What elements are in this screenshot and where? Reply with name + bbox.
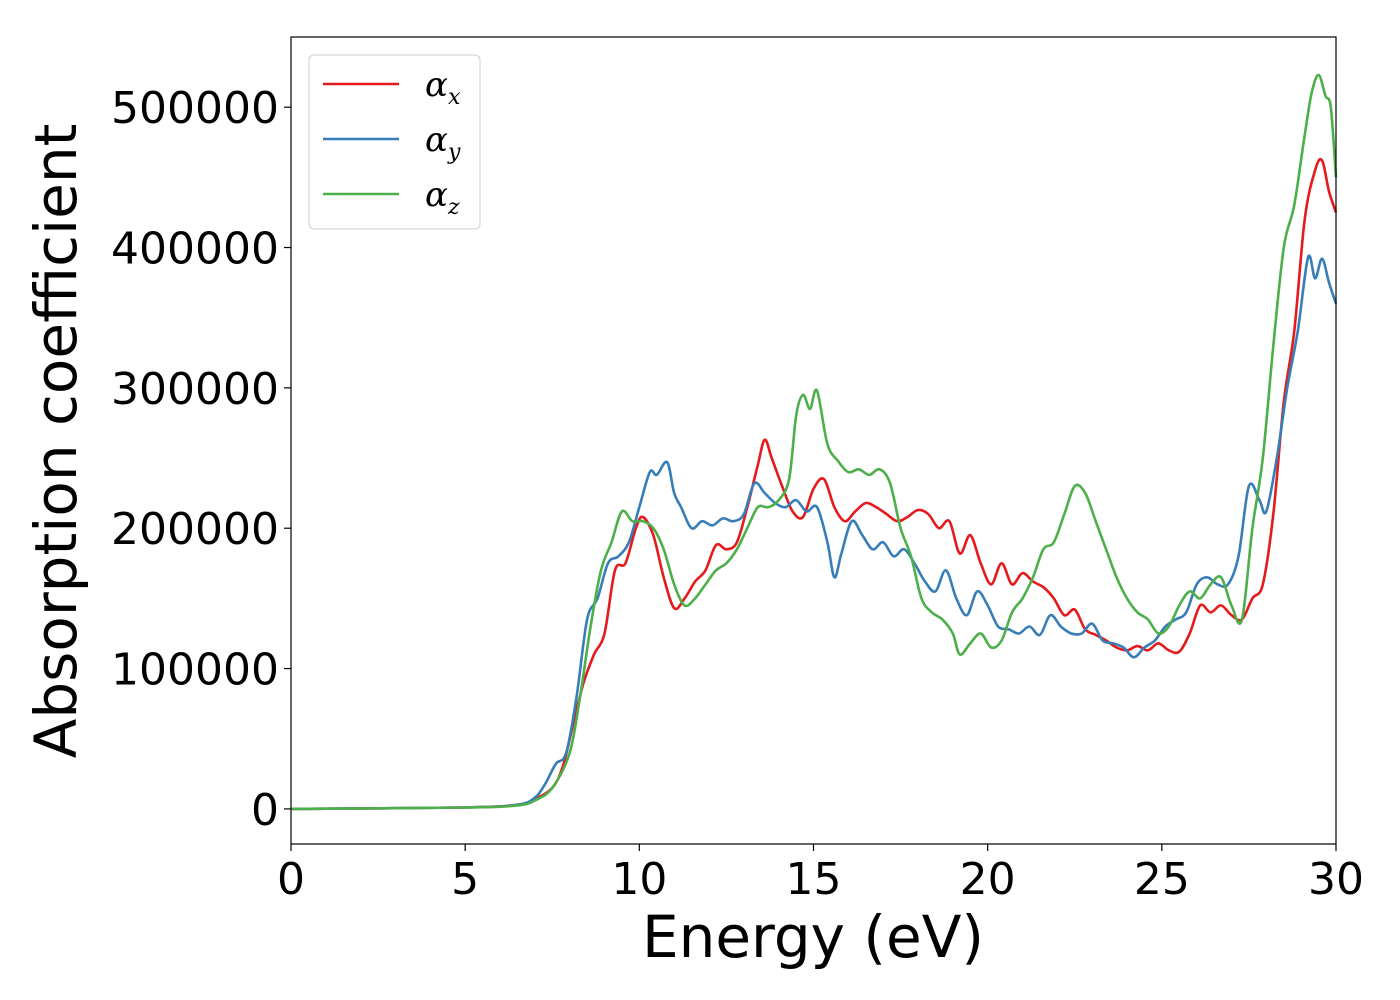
- x-axis: 0 5 10 15 20 25 30: [277, 844, 1364, 905]
- series-line-z: [290, 73, 1338, 811]
- x-tick-label: 25: [1134, 854, 1190, 905]
- legend-frame: [308, 54, 481, 230]
- x-tick-label: 30: [1308, 854, 1364, 905]
- y-tick-label: 100000: [111, 645, 279, 696]
- y-tick-label: 400000: [111, 224, 279, 275]
- x-tick-label: 20: [960, 854, 1016, 905]
- x-tick-label: 10: [611, 854, 667, 905]
- legend-label-z: αz: [425, 175, 460, 220]
- x-tick-label: 5: [451, 854, 479, 905]
- x-tick-label: 15: [786, 854, 842, 905]
- y-tick-label: 500000: [111, 83, 279, 134]
- legend-label-x: αx: [425, 65, 461, 110]
- y-axis: 0 100000 200000 300000 400000 500000: [111, 83, 291, 836]
- legend: αx αy αz: [308, 54, 481, 230]
- series-line-y: [290, 254, 1338, 811]
- series-line-x: [290, 157, 1338, 811]
- legend-label-y: αy: [425, 120, 461, 165]
- y-tick-label: 200000: [111, 504, 279, 555]
- y-axis-title: Absorption coefficient: [22, 124, 90, 759]
- y-tick-label: 300000: [111, 364, 279, 415]
- y-tick-label: 0: [251, 785, 279, 836]
- x-axis-title: Energy (eV): [642, 903, 984, 971]
- x-tick-label: 0: [277, 854, 305, 905]
- series-layer: [290, 73, 1338, 811]
